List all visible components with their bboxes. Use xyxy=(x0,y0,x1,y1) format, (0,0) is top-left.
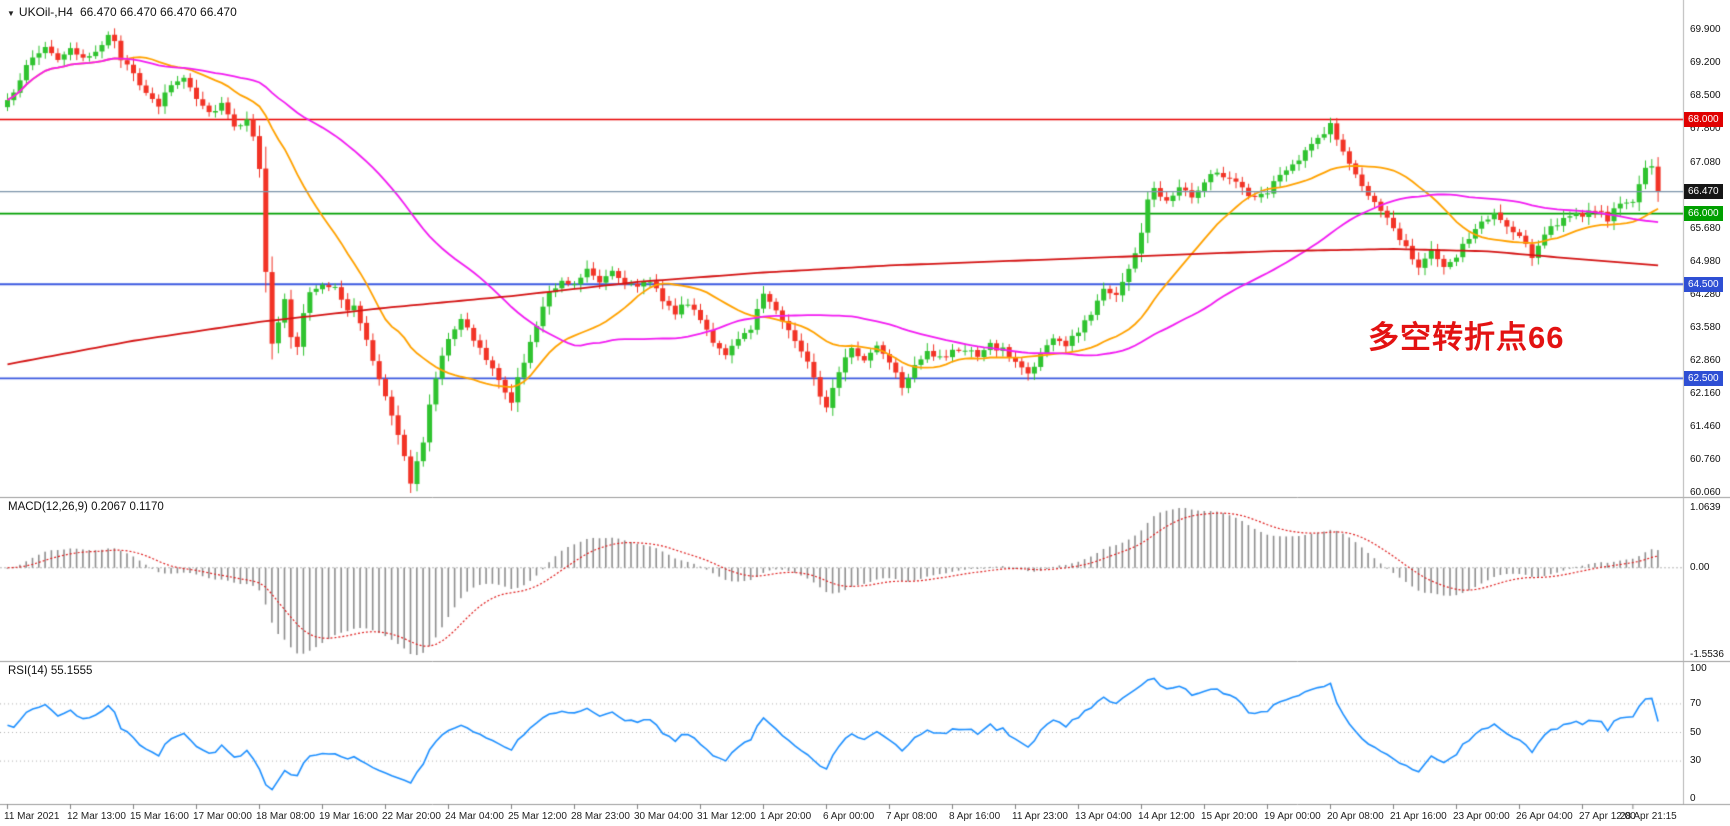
time-axis-label: 1 Apr 20:00 xyxy=(760,811,812,822)
time-axis-label: 8 Apr 16:00 xyxy=(949,811,1001,822)
rsi-axis-label: 50 xyxy=(1690,726,1702,738)
price-line-badge: 66.000 xyxy=(1684,206,1723,222)
time-axis-label: 19 Mar 16:00 xyxy=(319,811,378,822)
symbol-dropdown-icon[interactable]: ▼ xyxy=(7,9,15,18)
time-axis-label: 11 Mar 2021 xyxy=(4,811,60,822)
time-axis-label: 28 Apr 21:15 xyxy=(1620,811,1677,822)
rsi-axis-label: 30 xyxy=(1690,755,1702,767)
price-axis-label: 63.580 xyxy=(1690,321,1721,333)
price-axis-label: 68.500 xyxy=(1690,90,1721,101)
rsi-axis-label: 0 xyxy=(1690,793,1696,804)
time-axis-label: 7 Apr 08:00 xyxy=(886,811,938,822)
time-axis-label: 18 Mar 08:00 xyxy=(256,811,315,822)
price-axis-label: 61.460 xyxy=(1690,421,1721,433)
time-axis-label: 6 Apr 00:00 xyxy=(823,811,875,822)
chart-title: ▼ UKOil-,H4 66.470 66.470 66.470 66.470 xyxy=(7,5,237,19)
time-axis-label: 15 Apr 20:00 xyxy=(1201,811,1258,822)
rsi-axis-label: 70 xyxy=(1690,697,1702,709)
time-axis-label: 23 Apr 00:00 xyxy=(1453,811,1510,822)
price-line-badge: 66.470 xyxy=(1684,184,1723,200)
price-axis-label: 62.860 xyxy=(1690,355,1721,367)
time-axis-label: 14 Apr 12:00 xyxy=(1138,811,1195,822)
rsi-indicator-label: RSI(14) 55.1555 xyxy=(8,665,93,677)
symbol-timeframe-label: UKOil-,H4 xyxy=(18,5,73,19)
time-axis-label: 22 Mar 20:00 xyxy=(382,811,441,822)
price-line-badge: 62.500 xyxy=(1684,370,1723,386)
time-axis-label: 26 Apr 04:00 xyxy=(1516,811,1573,822)
price-axis-label: 67.080 xyxy=(1690,156,1721,168)
macd-axis-label: 1.0639 xyxy=(1690,502,1721,513)
price-axis-label: 65.680 xyxy=(1690,222,1721,234)
price-axis-label: 60.060 xyxy=(1690,487,1721,499)
price-axis-label: 67.800 xyxy=(1690,122,1721,134)
time-axis-label: 17 Mar 00:00 xyxy=(193,811,252,822)
time-axis-label: 20 Apr 08:00 xyxy=(1327,811,1384,822)
time-axis-label: 30 Mar 04:00 xyxy=(634,811,693,822)
price-axis-label: 64.980 xyxy=(1690,255,1721,267)
time-axis-label: 13 Apr 04:00 xyxy=(1075,811,1132,822)
time-axis-label: 31 Mar 12:00 xyxy=(697,811,756,822)
price-axis-label: 69.200 xyxy=(1690,57,1721,69)
time-axis-label: 12 Mar 13:00 xyxy=(67,811,126,822)
macd-axis-label: 0.00 xyxy=(1690,561,1710,573)
ohlc-quotes-label: 66.470 66.470 66.470 66.470 xyxy=(79,5,237,19)
time-axis-label: 21 Apr 16:00 xyxy=(1390,811,1447,822)
price-axis-label: 64.280 xyxy=(1690,288,1721,300)
time-axis-label: 19 Apr 00:00 xyxy=(1264,811,1321,822)
time-axis-label: 27 Apr 12:00 xyxy=(1579,811,1636,822)
chart-annotation-text: 多空转折点66 xyxy=(1368,320,1565,355)
time-axis-label: 15 Mar 16:00 xyxy=(130,811,189,822)
price-line-badge: 68.000 xyxy=(1684,112,1723,128)
rsi-axis-label: 100 xyxy=(1690,663,1707,674)
time-axis-label: 25 Mar 12:00 xyxy=(508,811,567,822)
time-axis-label: 11 Apr 23:00 xyxy=(1012,811,1068,822)
macd-indicator-label: MACD(12,26,9) 0.2067 0.1170 xyxy=(8,501,164,513)
time-axis-label: 28 Mar 23:00 xyxy=(571,811,630,822)
price-axis-label: 69.900 xyxy=(1690,24,1721,36)
price-line-badge: 64.500 xyxy=(1684,276,1723,292)
time-axis-label: 24 Mar 04:00 xyxy=(445,811,504,822)
price-axis-label: 60.760 xyxy=(1690,454,1721,466)
macd-axis-label: -1.5536 xyxy=(1690,649,1724,661)
price-axis-label: 62.160 xyxy=(1690,388,1721,400)
